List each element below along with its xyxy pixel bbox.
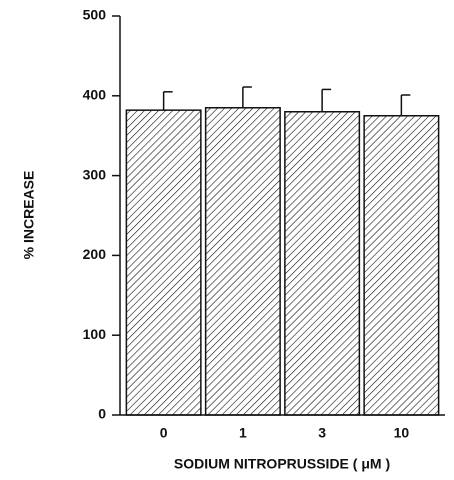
- y-tick-label: 300: [83, 166, 107, 182]
- x-tick-label: 0: [160, 425, 168, 441]
- x-tick-label: 10: [394, 425, 410, 441]
- y-tick-label: 100: [83, 326, 107, 342]
- y-tick-label: 500: [83, 7, 107, 23]
- y-tick-label: 200: [83, 246, 107, 262]
- y-tick-label: 400: [83, 87, 107, 103]
- y-axis-label: % INCREASE: [21, 171, 37, 260]
- x-axis-label: SODIUM NITROPRUSSIDE ( μM ): [174, 456, 390, 472]
- bar: [125, 109, 202, 416]
- bar: [204, 107, 281, 416]
- x-tick-label: 1: [239, 425, 247, 441]
- x-tick-label: 3: [318, 425, 326, 441]
- y-tick-label: 0: [98, 406, 106, 422]
- bar: [363, 115, 440, 416]
- bar: [284, 111, 361, 416]
